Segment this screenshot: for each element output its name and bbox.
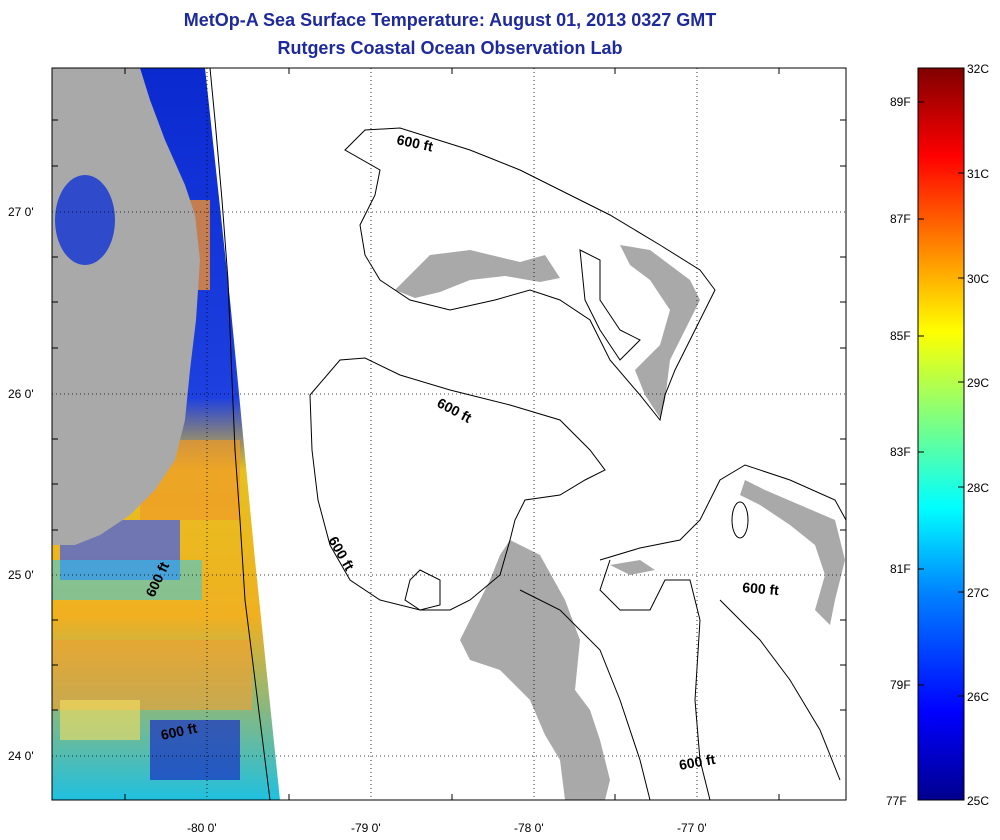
- map-gridlines: [52, 68, 846, 800]
- colorbar-c-29: 29C: [967, 376, 989, 390]
- contour-label: 600 ft: [159, 720, 198, 743]
- colorbar-ticks: [918, 67, 964, 801]
- map-minor-ticks: [52, 68, 846, 800]
- lat-label-26: 26 0': [8, 387, 34, 401]
- colorbar-c-26: 26C: [967, 690, 989, 704]
- colorbar-f-89: 89F: [890, 95, 911, 109]
- colorbar-c-27: 27C: [967, 586, 989, 600]
- map-frame: [51, 67, 847, 801]
- lon-label-77: -77 0': [677, 821, 707, 835]
- map-title: MetOp-A Sea Surface Temperature: August …: [183, 10, 717, 30]
- colorbar-f-79: 79F: [890, 678, 911, 692]
- andros-land: [460, 540, 610, 800]
- colorbar-f-87: 87F: [890, 212, 911, 226]
- eleuthera-land: [740, 480, 845, 625]
- abaco-land: [620, 245, 700, 418]
- colorbar-c-32: 32C: [967, 62, 989, 76]
- contour-label: 600 ft: [678, 751, 717, 773]
- lat-label-24: 24 0': [8, 749, 34, 763]
- colorbar-c-25: 25C: [967, 794, 989, 808]
- map-subtitle: Rutgers Coastal Ocean Observation Lab: [277, 38, 623, 58]
- colorbar-c-28: 28C: [967, 481, 989, 495]
- colorbar-f-77: 77F: [886, 794, 907, 808]
- lon-label-80: -80 0': [187, 821, 217, 835]
- lon-label-79: -79 0': [351, 821, 381, 835]
- colorbar-c-30: 30C: [967, 272, 989, 286]
- colorbar-c-31: 31C: [967, 167, 989, 181]
- isobath-contours: [209, 68, 846, 800]
- colorbar: [917, 67, 965, 801]
- grand-bahama-land: [395, 250, 560, 298]
- lat-label-25: 25 0': [8, 568, 34, 582]
- lon-label-78: -78 0': [514, 821, 544, 835]
- colorbar-f-83: 83F: [890, 445, 911, 459]
- colorbar-f-81: 81F: [890, 562, 911, 576]
- contour-label: 600 ft: [395, 131, 434, 154]
- lat-label-27: 27 0': [8, 205, 34, 219]
- colorbar-f-85: 85F: [890, 329, 911, 343]
- contour-label: 600 ft: [742, 579, 780, 598]
